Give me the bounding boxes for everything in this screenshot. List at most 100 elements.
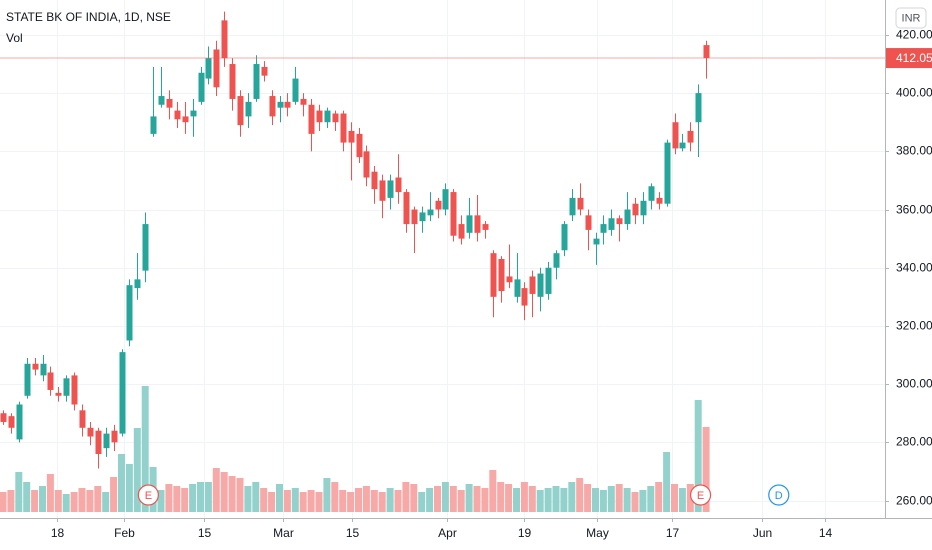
volume-bar	[347, 492, 355, 512]
candle-body	[379, 180, 386, 201]
candle-body	[348, 130, 355, 143]
volume-bar	[260, 488, 268, 512]
candle-body	[229, 64, 236, 99]
candle-body	[506, 276, 513, 283]
candle-body	[158, 96, 165, 105]
volume-bar	[204, 482, 212, 512]
candle-body	[608, 218, 615, 230]
chart-title: STATE BK OF INDIA, 1D, NSE	[6, 10, 171, 24]
volume-bar	[607, 486, 615, 512]
y-tick-label: 340.00	[896, 261, 932, 275]
volume-bar	[615, 484, 623, 512]
candle-body	[103, 433, 110, 449]
y-tick-label: 400.00	[896, 86, 932, 100]
y-tick-label: 360.00	[896, 203, 932, 217]
candle-body	[316, 110, 323, 123]
last-price-label: 412.05	[896, 51, 932, 65]
volume-bar	[655, 482, 663, 512]
volume-bar	[536, 490, 544, 512]
volume-bar	[197, 482, 204, 512]
volume-bar	[7, 490, 15, 512]
volume-bar	[165, 484, 173, 512]
candle-body	[166, 98, 173, 108]
candle-body	[561, 224, 568, 251]
volume-bar	[276, 484, 283, 512]
candle-body	[0, 413, 7, 422]
volume-bar	[189, 484, 197, 512]
volume-bar	[299, 492, 307, 512]
volume-bar	[94, 486, 102, 512]
candle-body	[577, 197, 584, 210]
candle-body	[371, 171, 378, 190]
candle-body	[435, 200, 442, 210]
candle-body	[221, 20, 228, 59]
candle-body	[490, 253, 497, 297]
candle-body	[664, 142, 671, 204]
candle-body	[111, 430, 118, 443]
volume-bar	[576, 478, 584, 512]
volume-bar	[70, 492, 78, 512]
candle-body	[442, 189, 449, 210]
volume-bar	[481, 488, 489, 512]
volume-bar	[39, 486, 46, 512]
x-tick-label: 18	[51, 526, 65, 540]
volume-bar	[86, 490, 94, 512]
last-price-tag	[886, 48, 932, 69]
volume-bar	[426, 488, 434, 512]
event-marker-label: D	[775, 490, 783, 502]
candle-body	[308, 104, 315, 134]
volume-bar	[497, 482, 505, 512]
candle-body	[284, 101, 291, 108]
x-tick-label: 19	[518, 526, 532, 540]
candle-body	[687, 130, 694, 143]
currency-button[interactable]	[895, 7, 927, 29]
candle-layer	[0, 11, 885, 469]
volume-bar	[418, 492, 426, 512]
volume-bar	[560, 488, 568, 512]
volume-bar	[457, 490, 465, 512]
candle-body	[679, 142, 686, 149]
currency-label[interactable]: INR	[902, 12, 921, 24]
volume-bar	[686, 484, 694, 512]
volume-bar	[520, 482, 528, 512]
volume-bar	[252, 482, 260, 512]
candle-body	[537, 273, 544, 297]
candle-body	[205, 58, 212, 79]
volume-bar	[465, 484, 473, 512]
volume-bar	[544, 488, 552, 512]
candle-body	[237, 96, 244, 126]
candle-body	[324, 110, 331, 123]
volume-bar	[244, 486, 252, 512]
volume-bar	[236, 478, 244, 512]
volume-bar	[592, 488, 599, 512]
candle-body	[87, 427, 94, 437]
volume-bar	[291, 488, 299, 512]
volume-bar	[181, 488, 189, 512]
volume-bar	[694, 400, 702, 512]
candle-body	[585, 215, 592, 230]
candle-body	[419, 212, 426, 222]
volume-bar	[212, 468, 220, 512]
candle-body	[277, 101, 284, 108]
candle-body	[616, 218, 623, 225]
candle-body	[411, 209, 418, 225]
volume-bar	[315, 492, 323, 512]
volume-bar	[173, 486, 181, 512]
volume-bar	[410, 484, 418, 512]
volume-bar	[386, 488, 394, 512]
volume-bar	[283, 490, 291, 512]
candle-body	[703, 45, 710, 59]
volume-bar	[473, 486, 481, 512]
volume-bar	[702, 427, 710, 512]
volume-bar	[46, 474, 54, 512]
candle-body	[458, 224, 465, 239]
volume-bar	[671, 484, 678, 512]
candle-body	[569, 197, 576, 216]
candle-body	[427, 209, 434, 216]
candle-body	[63, 378, 70, 396]
candle-body	[648, 186, 655, 201]
volume-bar	[505, 484, 513, 512]
candle-body	[32, 363, 39, 370]
candle-body	[24, 363, 31, 396]
volume-bar	[678, 488, 686, 512]
